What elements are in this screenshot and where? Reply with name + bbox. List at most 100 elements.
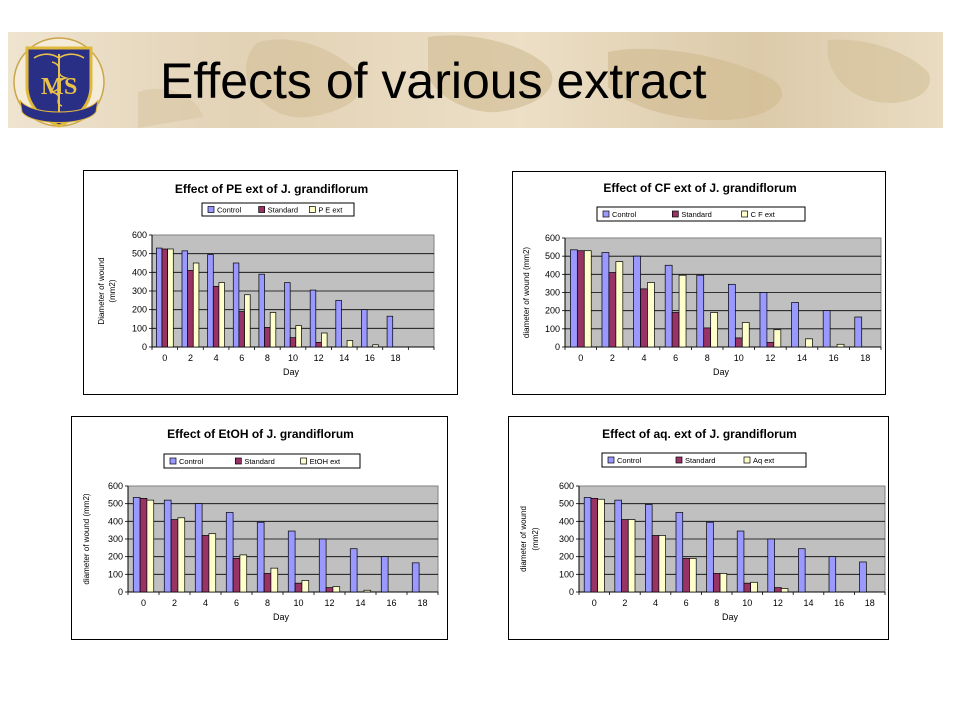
bar-control-day-10 [736,530,745,593]
x-tick-label: 6 [684,598,689,608]
bar-extract-day-0 [146,499,155,593]
bar-control-day-2 [614,499,622,593]
bar-extract-day-12 [332,586,341,593]
x-tick-label: 0 [578,353,583,363]
x-tick-label: 10 [734,353,744,363]
legend-extract-label: P E ext [318,206,343,215]
chart-legend [201,202,355,217]
x-tick-label: 16 [834,598,844,608]
x-tick-label: 18 [391,353,401,363]
bar-control-day-16 [380,556,389,593]
legend-extract-swatch [743,456,751,464]
chart-title: Effect of EtOH of J. grandiflorum [167,427,354,441]
bar-standard-day-10 [294,582,303,593]
bar-standard-day-2 [608,272,617,348]
chart-title: Effect of PE ext of J. grandiflorum [175,182,368,196]
header-banner [8,32,943,128]
legend-extract-label: Aq ext [753,456,775,465]
legend-standard-swatch [234,457,242,465]
bar-extract-day-10 [301,580,310,593]
bar-control-day-6 [675,512,684,593]
legend-extract-swatch [300,457,308,465]
bar-extract-day-10 [295,325,302,348]
y-tick-label: 100 [108,569,123,579]
svg-text:S: S [64,74,77,100]
legend-extract-swatch [741,210,749,218]
x-tick-label: 14 [355,598,365,608]
y-tick-label: 200 [108,552,123,562]
y-tick-label: 400 [545,269,560,279]
legend-extract-label: EtOH ext [310,457,341,466]
bar-control-day-18 [859,561,867,593]
bar-standard-day-12 [774,587,782,593]
x-tick-label: 8 [265,353,270,363]
x-tick-label: 8 [265,598,270,608]
x-axis-label: Day [283,367,300,377]
legend-standard-swatch [671,210,679,218]
x-tick-label: 8 [714,598,719,608]
y-axis-label: (mm2) [108,279,117,302]
slide-title: Effects of various extract [160,53,707,109]
bar-control-day-4 [194,503,203,593]
y-tick-label: 0 [569,587,574,597]
bar-extract-day-14 [363,589,372,593]
bar-extract-day-6 [689,558,697,593]
bar-standard-day-4 [201,535,210,593]
bar-standard-day-6 [682,558,690,593]
bar-control-day-14 [798,548,806,593]
y-tick-label: 0 [142,342,147,352]
bar-standard-day-0 [161,248,168,348]
x-tick-label: 2 [172,598,177,608]
bar-control-day-8 [706,521,714,593]
bar-standard-day-6 [238,311,245,348]
x-tick-label: 6 [673,353,678,363]
bar-control-day-12 [309,289,317,348]
bar-extract-day-10 [750,581,758,593]
x-tick-label: 10 [742,598,752,608]
y-tick-label: 300 [132,286,147,296]
x-tick-label: 14 [339,353,349,363]
x-tick-label: 12 [765,353,775,363]
y-tick-label: 600 [132,230,147,240]
bar-extract-day-8 [710,312,718,348]
bar-control-day-16 [828,556,837,593]
bar-control-day-14 [791,302,799,348]
chart-title: Effect of CF ext of J. grandiflorum [603,181,796,195]
bar-standard-day-0 [576,250,585,348]
bar-control-day-12 [767,538,775,593]
x-tick-label: 14 [797,353,807,363]
bar-extract-day-8 [269,312,277,348]
bar-standard-day-8 [703,327,712,348]
x-tick-label: 16 [365,353,375,363]
bar-extract-day-0 [583,250,592,348]
y-tick-label: 500 [132,249,147,259]
bar-extract-day-2 [177,517,186,593]
bar-extract-day-6 [678,274,687,348]
x-tick-label: 4 [641,353,646,363]
bar-control-day-8 [258,273,265,348]
bar-control-day-2 [163,499,172,593]
legend-standard-swatch [675,456,683,464]
bar-standard-day-6 [671,312,680,348]
bar-standard-day-10 [743,582,752,593]
bar-control-day-10 [284,282,291,348]
chart-legend [601,452,807,468]
y-tick-label: 200 [545,306,560,316]
bar-extract-day-4 [647,282,655,348]
bar-standard-day-4 [212,285,220,348]
x-tick-label: 2 [622,598,627,608]
x-axis-label: Day [273,612,290,622]
x-tick-label: 16 [829,353,839,363]
y-tick-label: 100 [132,323,147,333]
y-tick-label: 400 [559,516,574,526]
bar-control-day-18 [854,316,863,348]
legend-standard-swatch [258,206,266,213]
x-tick-label: 0 [592,598,597,608]
legend-control-label: Control [179,457,204,466]
x-tick-label: 18 [860,353,870,363]
chart-panel-etoh: Effect of EtOH of J. grandiflorum Control… [71,416,448,640]
legend-control-swatch [602,210,610,218]
x-tick-label: 2 [610,353,615,363]
bar-standard-day-2 [187,270,194,348]
y-tick-label: 200 [559,552,574,562]
